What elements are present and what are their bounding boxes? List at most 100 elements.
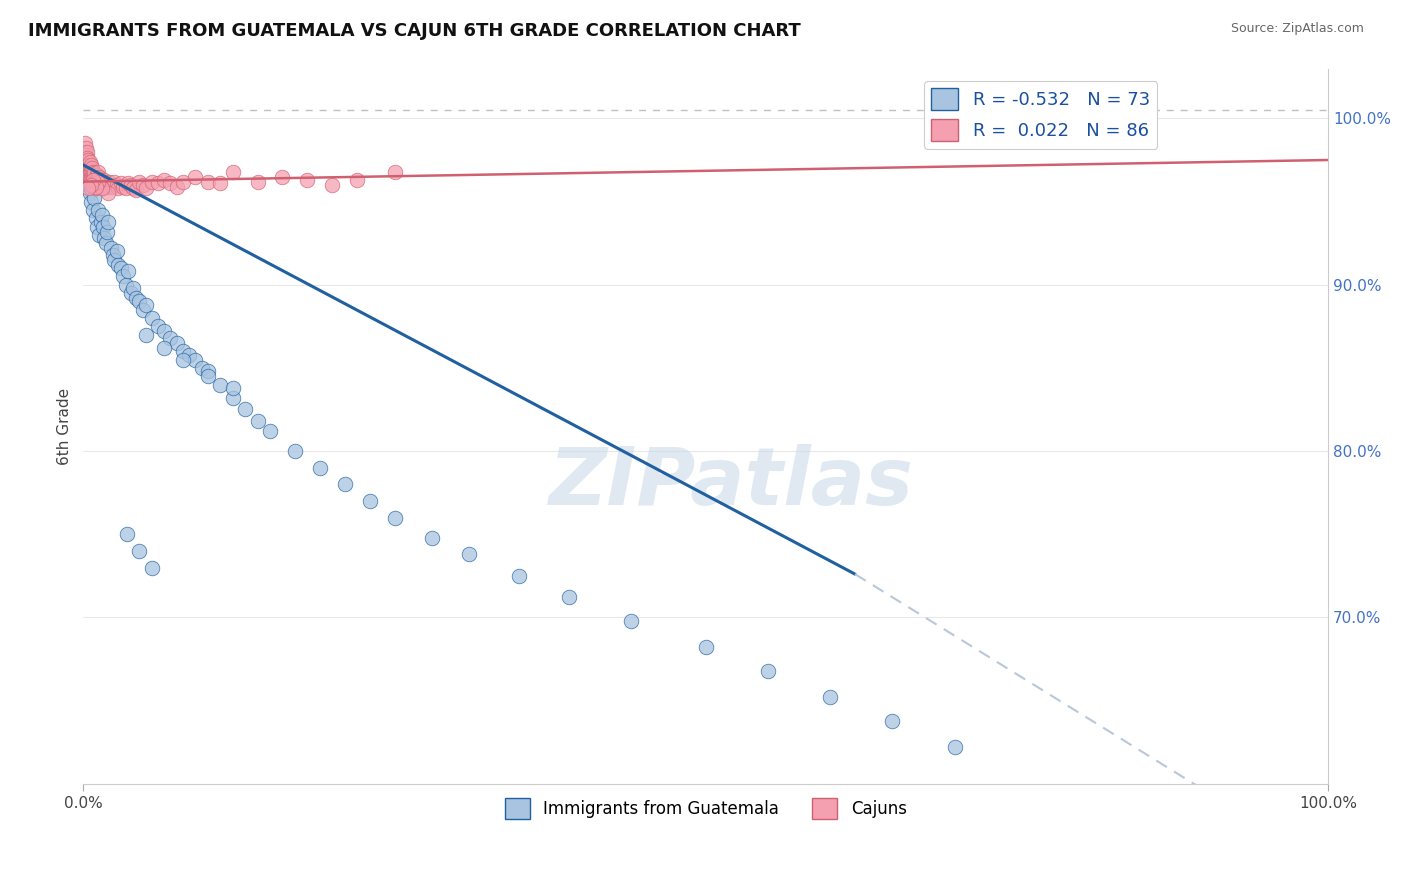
- Point: [112, 269, 135, 284]
- Point: [259, 424, 281, 438]
- Point: [90, 214, 112, 228]
- Point: [105, 178, 128, 192]
- Point: [756, 664, 779, 678]
- Point: [128, 544, 150, 558]
- Point: [76, 152, 98, 166]
- Point: [321, 178, 343, 192]
- Point: [120, 178, 142, 192]
- Point: [101, 248, 124, 262]
- Point: [246, 175, 269, 189]
- Point: [184, 169, 207, 184]
- Point: [91, 219, 114, 234]
- Point: [122, 181, 145, 195]
- Point: [79, 186, 101, 201]
- Point: [79, 166, 101, 180]
- Point: [346, 173, 368, 187]
- Point: [76, 164, 98, 178]
- Point: [146, 319, 169, 334]
- Point: [117, 264, 139, 278]
- Point: [943, 740, 966, 755]
- Point: [177, 348, 200, 362]
- Point: [82, 176, 104, 190]
- Point: [87, 202, 110, 217]
- Point: [91, 181, 114, 195]
- Point: [128, 294, 150, 309]
- Point: [115, 527, 138, 541]
- Point: [75, 158, 97, 172]
- Point: [94, 236, 117, 251]
- Point: [284, 444, 307, 458]
- Point: [84, 179, 107, 194]
- Point: [75, 161, 97, 176]
- Point: [80, 161, 103, 176]
- Point: [184, 352, 207, 367]
- Point: [297, 173, 319, 187]
- Point: [84, 211, 107, 226]
- Point: [73, 136, 96, 151]
- Point: [221, 164, 243, 178]
- Point: [75, 141, 97, 155]
- Point: [84, 181, 107, 195]
- Point: [80, 164, 103, 178]
- Point: [172, 352, 194, 367]
- Point: [105, 244, 128, 259]
- Point: [77, 153, 100, 167]
- Point: [110, 176, 132, 190]
- Point: [80, 158, 103, 172]
- Point: [83, 166, 105, 180]
- Point: [166, 335, 188, 350]
- Point: [112, 179, 135, 194]
- Point: [76, 158, 98, 172]
- Y-axis label: 6th Grade: 6th Grade: [58, 387, 72, 465]
- Point: [209, 377, 232, 392]
- Point: [135, 298, 157, 312]
- Point: [107, 258, 129, 272]
- Point: [159, 176, 181, 190]
- Point: [107, 181, 129, 195]
- Text: Source: ZipAtlas.com: Source: ZipAtlas.com: [1230, 22, 1364, 36]
- Point: [146, 176, 169, 190]
- Point: [87, 164, 110, 178]
- Point: [86, 175, 108, 189]
- Point: [80, 194, 103, 209]
- Point: [82, 169, 104, 184]
- Point: [135, 327, 157, 342]
- Point: [420, 531, 443, 545]
- Point: [89, 169, 111, 184]
- Point: [166, 179, 188, 194]
- Point: [100, 241, 122, 255]
- Point: [384, 510, 406, 524]
- Point: [153, 341, 176, 355]
- Point: [132, 302, 155, 317]
- Point: [97, 179, 120, 194]
- Point: [91, 173, 114, 187]
- Text: IMMIGRANTS FROM GUATEMALA VS CAJUN 6TH GRADE CORRELATION CHART: IMMIGRANTS FROM GUATEMALA VS CAJUN 6TH G…: [28, 22, 801, 40]
- Point: [508, 569, 530, 583]
- Point: [80, 178, 103, 192]
- Point: [87, 171, 110, 186]
- Point: [141, 175, 163, 189]
- Point: [93, 231, 115, 245]
- Point: [96, 178, 118, 192]
- Point: [90, 178, 112, 192]
- Point: [83, 191, 105, 205]
- Point: [86, 219, 108, 234]
- Point: [98, 175, 121, 189]
- Point: [79, 173, 101, 187]
- Point: [117, 176, 139, 190]
- Point: [91, 179, 114, 194]
- Point: [695, 640, 717, 655]
- Point: [77, 178, 100, 192]
- Point: [76, 169, 98, 184]
- Point: [80, 178, 103, 192]
- Point: [86, 168, 108, 182]
- Point: [91, 176, 114, 190]
- Point: [80, 175, 103, 189]
- Point: [75, 164, 97, 178]
- Point: [197, 175, 219, 189]
- Point: [89, 176, 111, 190]
- Point: [132, 178, 155, 192]
- Point: [87, 175, 110, 189]
- Point: [82, 164, 104, 178]
- Point: [458, 547, 481, 561]
